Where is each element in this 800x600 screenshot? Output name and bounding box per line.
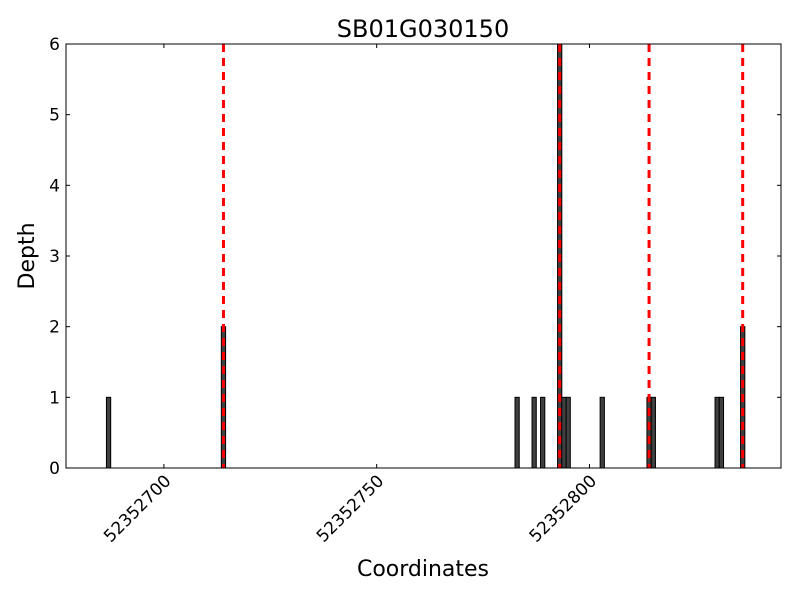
y-tick-label: 2: [49, 318, 60, 338]
depth-bar: [718, 396, 725, 469]
depth-bar: [105, 396, 112, 469]
depth-bar: [514, 396, 520, 469]
x-axis-label: Coordinates: [357, 557, 489, 582]
depth-bar: [561, 396, 567, 469]
depth-bar: [650, 396, 656, 469]
depth-bar: [531, 396, 537, 469]
depth-bar: [565, 396, 571, 469]
y-tick-label: 6: [49, 35, 60, 55]
reference-lines-layer: [221, 44, 745, 468]
chart-title: SB01G030150: [337, 15, 509, 43]
y-axis-label: Depth: [15, 222, 40, 289]
y-tick-label: 0: [49, 459, 60, 479]
y-tick-label: 1: [49, 388, 60, 408]
y-tick-label: 4: [49, 176, 60, 196]
y-tick-label: 3: [49, 247, 60, 267]
depth-bar: [599, 396, 605, 469]
y-tick-label: 5: [49, 106, 60, 126]
depth-bar: [714, 396, 720, 469]
depth-bar: [540, 396, 546, 469]
